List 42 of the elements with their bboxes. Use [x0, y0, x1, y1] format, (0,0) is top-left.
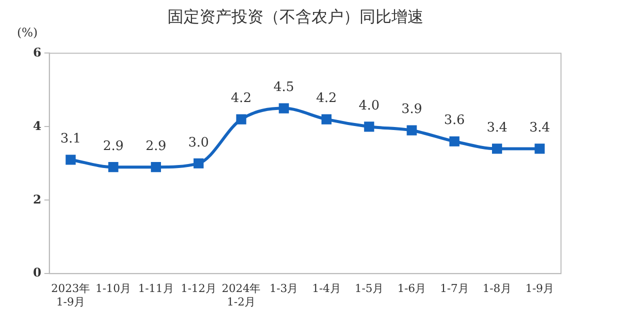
data-label: 3.0	[188, 135, 209, 150]
y-tick-label: 0	[32, 266, 42, 280]
x-tick-label: 1-8月	[482, 282, 512, 296]
x-tick-label: 1-7月	[440, 282, 469, 296]
data-label: 3.4	[529, 120, 550, 136]
x-tick-label: 2023年 1-9月	[51, 282, 90, 308]
point	[406, 125, 417, 136]
point	[278, 103, 289, 114]
y-tick-label: 6	[32, 45, 42, 60]
point	[492, 144, 502, 154]
point	[108, 162, 118, 172]
x-tick-label: 1-3月	[269, 282, 298, 296]
y-tick-label: 2	[32, 192, 42, 206]
data-label: 3.9	[401, 102, 422, 118]
chart-title: 固定资产投资（不含农户）同比增速	[168, 6, 424, 26]
data-label: 4.2	[230, 91, 252, 106]
y-tick-label: 4	[32, 118, 42, 133]
data-label: 3.6	[444, 113, 465, 128]
point	[236, 114, 246, 124]
point	[66, 154, 76, 165]
y-axis-title: (%)	[16, 25, 38, 40]
point	[364, 122, 374, 132]
x-tick-label: 1-9月	[525, 282, 554, 296]
data-label: 3.1	[60, 132, 82, 147]
point	[534, 144, 545, 154]
data-label: 4.5	[274, 80, 294, 96]
data-label: 4.2	[316, 91, 337, 106]
data-label: 3.4	[486, 120, 508, 136]
point	[194, 158, 204, 168]
x-tick-label: 2024年 1-2月	[222, 282, 261, 308]
x-tick-label: 1-11月	[138, 282, 174, 296]
point	[150, 162, 161, 172]
data-label: 2.9	[146, 138, 166, 154]
point	[321, 114, 332, 124]
x-tick-label: 1-5月	[354, 282, 384, 296]
data-label: 4.0	[358, 98, 380, 114]
x-tick-label: 1-12月	[180, 282, 216, 296]
x-tick-label: 1-4月	[312, 282, 341, 296]
point	[449, 136, 460, 146]
data-label: 2.9	[102, 138, 124, 154]
x-tick-label: 1-6月	[397, 282, 426, 296]
x-tick-label: 1-10月	[95, 282, 132, 296]
